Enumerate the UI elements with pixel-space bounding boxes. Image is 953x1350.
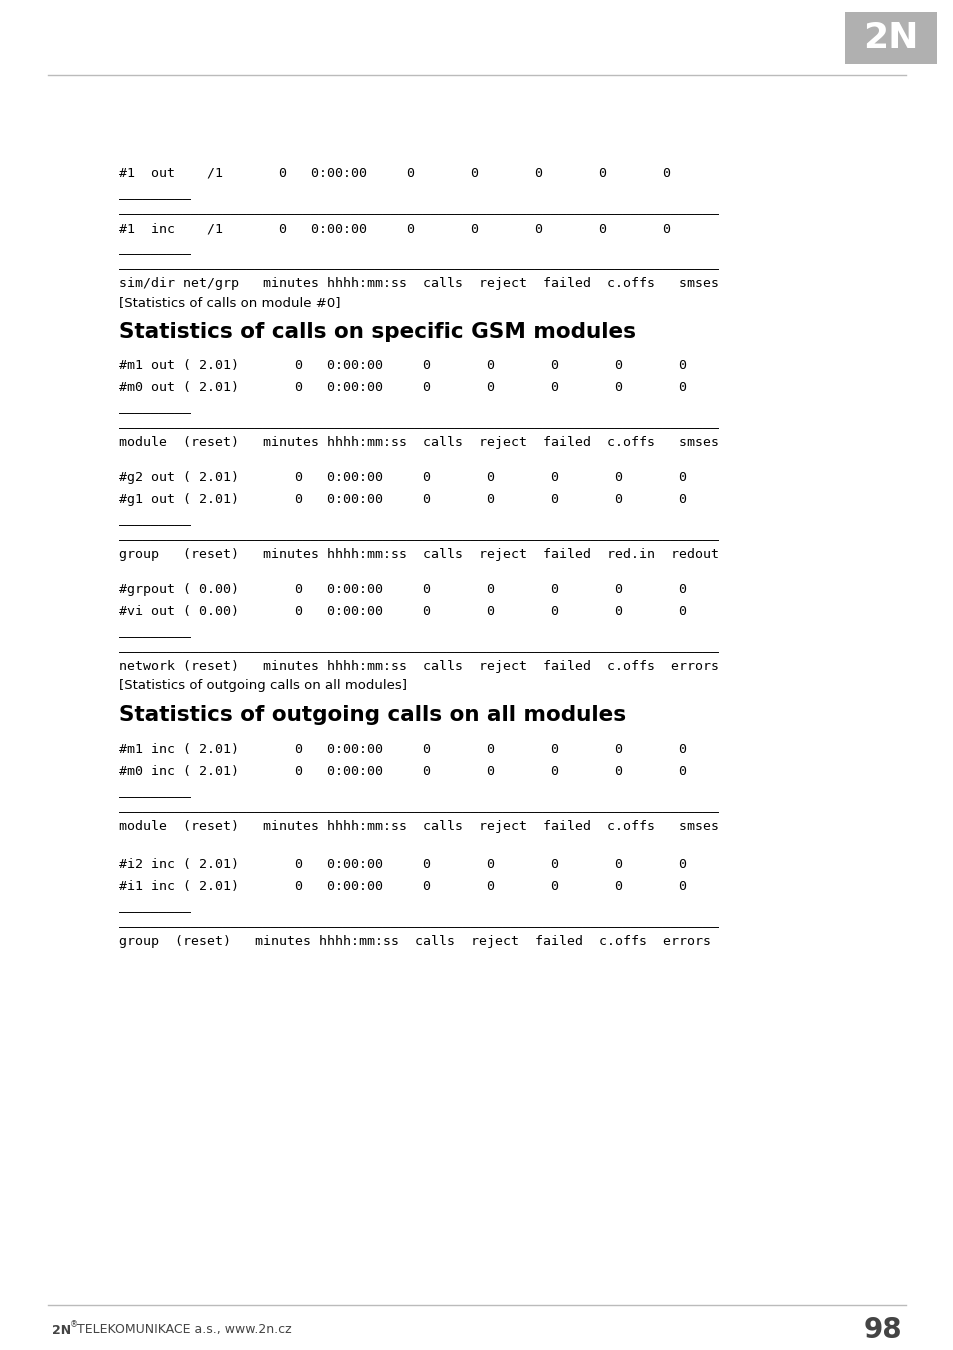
Text: group   (reset)   minutes hhhh:mm:ss  calls  reject  failed  red.in  redout: group (reset) minutes hhhh:mm:ss calls r… — [119, 548, 719, 562]
Text: ___________________________________________________________________________: ________________________________________… — [119, 256, 719, 270]
Text: #g1 out ( 2.01)       0   0:00:00     0       0       0       0       0: #g1 out ( 2.01) 0 0:00:00 0 0 0 0 0 — [119, 493, 686, 506]
Text: _________: _________ — [119, 900, 191, 913]
Text: #m1 inc ( 2.01)       0   0:00:00     0       0       0       0       0: #m1 inc ( 2.01) 0 0:00:00 0 0 0 0 0 — [119, 743, 686, 756]
FancyBboxPatch shape — [844, 12, 936, 63]
Text: #vi out ( 0.00)       0   0:00:00     0       0       0       0       0: #vi out ( 0.00) 0 0:00:00 0 0 0 0 0 — [119, 605, 686, 618]
Text: ___________________________________________________________________________: ________________________________________… — [119, 801, 719, 813]
Text: 2N: 2N — [862, 22, 918, 55]
Text: network (reset)   minutes hhhh:mm:ss  calls  reject  failed  c.offs  errors: network (reset) minutes hhhh:mm:ss calls… — [119, 660, 719, 674]
Text: module  (reset)   minutes hhhh:mm:ss  calls  reject  failed  c.offs   smses: module (reset) minutes hhhh:mm:ss calls … — [119, 436, 719, 450]
Text: #m1 out ( 2.01)       0   0:00:00     0       0       0       0       0: #m1 out ( 2.01) 0 0:00:00 0 0 0 0 0 — [119, 359, 686, 373]
Text: 98: 98 — [862, 1316, 901, 1345]
Text: Statistics of calls on specific GSM modules: Statistics of calls on specific GSM modu… — [119, 323, 636, 342]
Text: _________: _________ — [119, 188, 191, 200]
Text: sim/dir net/grp   minutes hhhh:mm:ss  calls  reject  failed  c.offs   smses: sim/dir net/grp minutes hhhh:mm:ss calls… — [119, 277, 719, 290]
Text: 2N: 2N — [52, 1323, 71, 1336]
Text: #i2 inc ( 2.01)       0   0:00:00     0       0       0       0       0: #i2 inc ( 2.01) 0 0:00:00 0 0 0 0 0 — [119, 859, 686, 871]
Text: #m0 inc ( 2.01)       0   0:00:00     0       0       0       0       0: #m0 inc ( 2.01) 0 0:00:00 0 0 0 0 0 — [119, 765, 686, 778]
Text: #1  out    /1       0   0:00:00     0       0       0       0       0: #1 out /1 0 0:00:00 0 0 0 0 0 — [119, 167, 670, 180]
Text: #grpout ( 0.00)       0   0:00:00     0       0       0       0       0: #grpout ( 0.00) 0 0:00:00 0 0 0 0 0 — [119, 583, 686, 595]
Text: Statistics of outgoing calls on all modules: Statistics of outgoing calls on all modu… — [119, 705, 625, 725]
Text: [Statistics of calls on module #0]: [Statistics of calls on module #0] — [119, 296, 340, 309]
Text: ®: ® — [70, 1320, 78, 1330]
Text: _________: _________ — [119, 625, 191, 639]
Text: _________: _________ — [119, 401, 191, 414]
Text: group  (reset)   minutes hhhh:mm:ss  calls  reject  failed  c.offs  errors: group (reset) minutes hhhh:mm:ss calls r… — [119, 936, 710, 948]
Text: _________: _________ — [119, 784, 191, 798]
Text: #i1 inc ( 2.01)       0   0:00:00     0       0       0       0       0: #i1 inc ( 2.01) 0 0:00:00 0 0 0 0 0 — [119, 880, 686, 892]
Text: ___________________________________________________________________________: ________________________________________… — [119, 202, 719, 215]
Text: ___________________________________________________________________________: ________________________________________… — [119, 528, 719, 541]
Text: module  (reset)   minutes hhhh:mm:ss  calls  reject  failed  c.offs   smses: module (reset) minutes hhhh:mm:ss calls … — [119, 819, 719, 833]
Text: #g2 out ( 2.01)       0   0:00:00     0       0       0       0       0: #g2 out ( 2.01) 0 0:00:00 0 0 0 0 0 — [119, 471, 686, 485]
Text: #m0 out ( 2.01)       0   0:00:00     0       0       0       0       0: #m0 out ( 2.01) 0 0:00:00 0 0 0 0 0 — [119, 381, 686, 394]
Text: _________: _________ — [119, 242, 191, 255]
Text: [Statistics of outgoing calls on all modules]: [Statistics of outgoing calls on all mod… — [119, 679, 407, 693]
Text: ___________________________________________________________________________: ________________________________________… — [119, 416, 719, 429]
Text: ___________________________________________________________________________: ________________________________________… — [119, 915, 719, 927]
Text: ___________________________________________________________________________: ________________________________________… — [119, 640, 719, 653]
Text: _________: _________ — [119, 513, 191, 526]
Text: #1  inc    /1       0   0:00:00     0       0       0       0       0: #1 inc /1 0 0:00:00 0 0 0 0 0 — [119, 221, 670, 235]
Text: TELEKOMUNIKACE a.s., www.2n.cz: TELEKOMUNIKACE a.s., www.2n.cz — [73, 1323, 292, 1336]
